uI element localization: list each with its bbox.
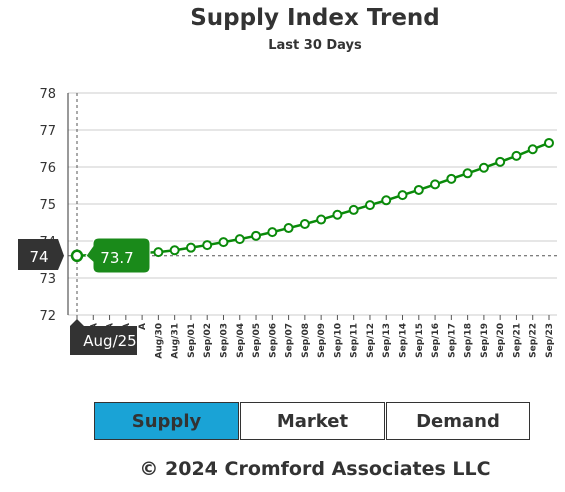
data-point xyxy=(364,200,375,211)
y-tick-label: 73 xyxy=(39,272,56,287)
x-tick-label: Sep/03 xyxy=(219,323,229,358)
x-tick-label: Aug/30 xyxy=(154,323,164,359)
y-tick-label: 77 xyxy=(39,124,56,139)
x-tick-label: Sep/11 xyxy=(350,323,360,358)
x-tick-label: Sep/09 xyxy=(317,323,327,358)
highlighted-point xyxy=(70,249,84,263)
data-point xyxy=(511,150,522,161)
x-tick-label: Sep/02 xyxy=(203,323,213,358)
y-tick-label: 76 xyxy=(39,161,56,176)
x-tick-label: Sep/01 xyxy=(187,323,197,358)
y-crosshair-label: 74 xyxy=(29,248,48,266)
x-tick-label: Sep/05 xyxy=(252,323,262,358)
y-crosshair-label-box xyxy=(18,239,64,270)
data-point xyxy=(202,240,213,251)
supply-button[interactable]: Supply xyxy=(94,402,239,440)
data-point xyxy=(283,223,294,234)
data-point xyxy=(332,209,343,220)
x-tick-label: Sep/23 xyxy=(545,323,555,358)
x-tick-label: Sep/15 xyxy=(415,323,425,358)
data-point xyxy=(348,204,359,215)
data-point xyxy=(234,234,245,245)
data-point xyxy=(495,156,506,167)
data-point xyxy=(413,184,424,195)
data-point xyxy=(169,245,180,256)
demand-button[interactable]: Demand xyxy=(386,402,530,440)
data-point xyxy=(462,168,473,179)
x-tick-label: Sep/16 xyxy=(431,323,441,358)
x-crosshair-label: Aug/25 xyxy=(83,332,136,350)
x-tick-label: Sep/22 xyxy=(529,323,539,358)
data-point xyxy=(397,190,408,201)
data-point xyxy=(316,214,327,225)
x-tick-label: Sep/19 xyxy=(480,323,490,358)
x-tick-label: Sep/18 xyxy=(464,323,474,358)
y-tick-label: 72 xyxy=(39,309,56,324)
x-tick-label: A xyxy=(138,323,148,330)
chart-title: Supply Index Trend xyxy=(190,5,440,31)
copyright-footer: © 2024 Cromford Associates LLC xyxy=(139,458,491,480)
x-tick-label: Sep/20 xyxy=(496,323,506,358)
x-crosshair-label-box xyxy=(70,319,137,355)
data-point xyxy=(251,230,262,241)
data-point xyxy=(478,162,489,173)
x-tick-label: Sep/12 xyxy=(366,323,376,358)
data-point xyxy=(381,195,392,206)
data-point xyxy=(544,137,554,148)
data-point xyxy=(267,227,278,238)
x-tick-label: Aug/31 xyxy=(171,323,181,359)
data-point xyxy=(299,218,310,229)
x-tick-label: Sep/21 xyxy=(512,323,522,358)
x-tick-label: Sep/10 xyxy=(333,323,343,358)
y-tick-label: 78 xyxy=(39,87,56,102)
data-point xyxy=(430,179,441,190)
x-tick-label: Sep/08 xyxy=(301,323,311,358)
data-point xyxy=(527,144,538,155)
data-point xyxy=(218,237,229,248)
data-point xyxy=(185,242,196,253)
data-point xyxy=(446,173,457,184)
x-tick-label: Sep/17 xyxy=(447,323,457,358)
x-tick-label: Sep/13 xyxy=(382,323,392,358)
value-tooltip-box xyxy=(85,237,151,274)
x-tick-label: Sep/04 xyxy=(236,323,246,358)
data-point xyxy=(153,247,164,258)
value-tooltip-text: 73.7 xyxy=(100,249,133,267)
chart-subtitle: Last 30 Days xyxy=(268,38,362,53)
x-tick-label: Sep/07 xyxy=(285,323,295,358)
market-button[interactable]: Market xyxy=(240,402,385,440)
y-tick-label: 75 xyxy=(39,198,56,213)
x-tick-label: Sep/06 xyxy=(268,323,278,358)
x-tick-label: Sep/14 xyxy=(399,323,409,358)
line-chart: 72737475767778AAAAAAug/30Aug/31Sep/01Sep… xyxy=(18,87,557,359)
